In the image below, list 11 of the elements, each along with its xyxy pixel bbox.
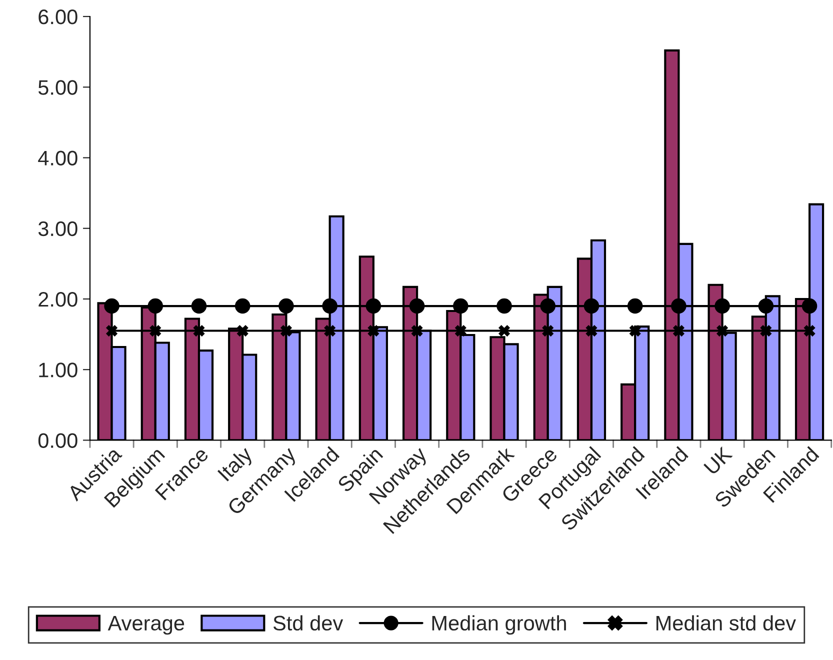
legend-label: Std dev — [273, 615, 344, 631]
y-tick-label: 2.00 — [38, 292, 78, 307]
legend-label: Median growth — [432, 615, 566, 635]
y-tick-label: 6.00 — [38, 10, 78, 24]
y-tick-label: 4.00 — [38, 150, 78, 166]
y-tick-label: 0.00 — [38, 433, 78, 448]
y-tick-label: 5.00 — [38, 80, 78, 95]
y-tick-label: 1.00 — [39, 362, 78, 378]
legend-label: Average — [108, 616, 184, 635]
legend-label: Median std dev — [656, 615, 796, 631]
y-tick-label: 3.00 — [38, 221, 78, 236]
